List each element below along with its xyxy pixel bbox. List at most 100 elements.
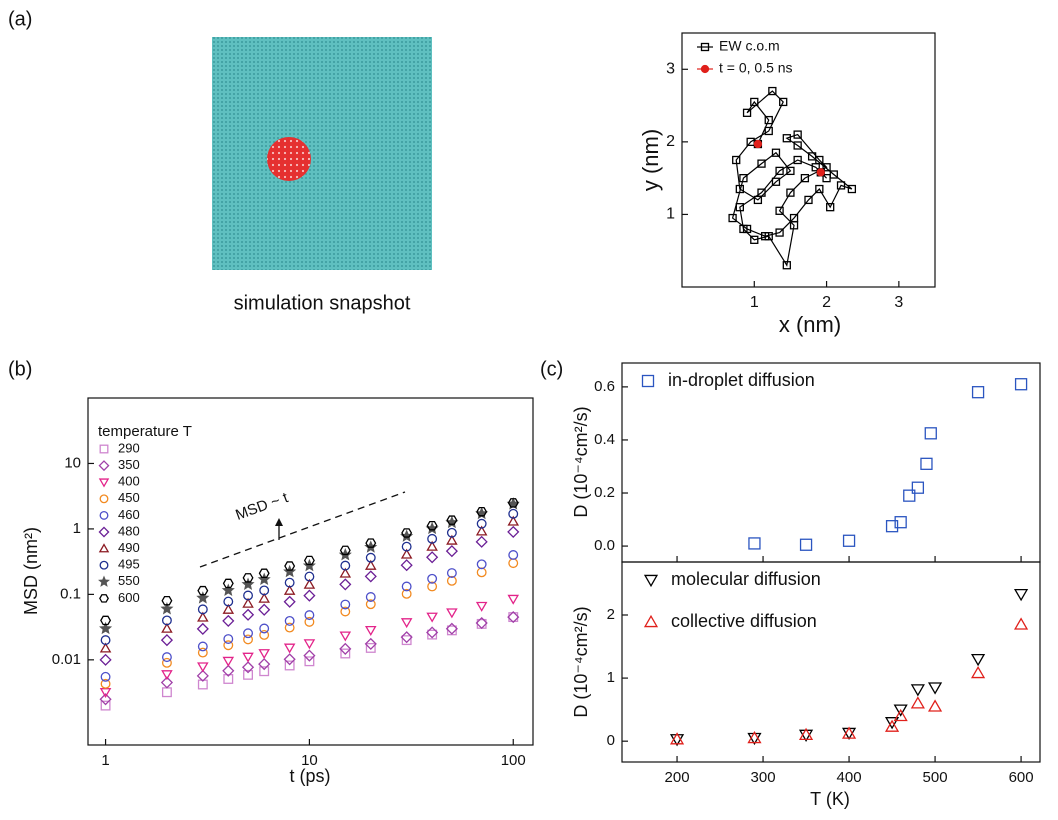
x-axis-label: T (K) <box>810 789 850 809</box>
data-point <box>970 665 986 679</box>
data-point <box>222 664 235 677</box>
data-point <box>242 652 254 663</box>
x-tick-label: 2 <box>822 294 831 311</box>
data-point <box>223 674 234 684</box>
data-point <box>243 669 253 680</box>
data-point <box>221 583 235 596</box>
guide-line <box>199 491 406 568</box>
data-point <box>815 184 824 194</box>
snapshot <box>212 37 432 270</box>
data-point <box>283 643 296 654</box>
panel-label: (b) <box>8 358 32 380</box>
data-point <box>303 649 316 662</box>
legend-marker <box>98 460 110 472</box>
data-point <box>241 661 255 674</box>
data-point <box>927 699 943 712</box>
y-tick-label: 0.0 <box>594 537 615 554</box>
data-point <box>284 561 296 571</box>
data-point <box>507 594 520 605</box>
data-point <box>364 637 377 651</box>
data-point <box>339 631 352 642</box>
data-point <box>910 684 925 697</box>
data-point <box>446 568 457 578</box>
data-point <box>475 616 488 630</box>
x-tick-label: 300 <box>751 769 776 786</box>
data-point <box>223 634 234 644</box>
data-point <box>815 155 824 165</box>
data-point <box>903 489 916 502</box>
data-point <box>400 548 413 559</box>
data-point <box>100 615 112 626</box>
data-point <box>771 177 781 186</box>
x-tick-label: 1 <box>750 294 759 311</box>
y-axis-label: D (10⁻⁴cm²/s) <box>571 406 591 517</box>
legend-marker <box>99 560 109 570</box>
legend-marker <box>98 543 110 553</box>
data-point <box>161 622 173 633</box>
data-point <box>196 622 209 635</box>
data-point <box>971 386 985 399</box>
data-point <box>401 635 412 646</box>
data-point <box>775 206 784 215</box>
data-point <box>284 660 295 671</box>
data-point <box>476 506 488 517</box>
legend-label: t = 0, 0.5 ns <box>719 60 793 76</box>
data-point <box>99 653 112 666</box>
data-point <box>99 621 113 635</box>
data-point <box>241 577 255 590</box>
data-point <box>427 629 438 640</box>
data-point <box>259 585 270 596</box>
data-point <box>775 228 784 237</box>
data-point <box>197 641 208 652</box>
data-point <box>339 578 352 591</box>
legend-label: 495 <box>118 557 140 572</box>
data-point <box>258 649 270 660</box>
data-point <box>842 534 856 547</box>
x-tick-label: 1 <box>101 752 109 769</box>
legend-title: temperature T <box>98 423 192 440</box>
x-axis-label: t (ps) <box>289 766 330 786</box>
data-point <box>365 538 377 548</box>
data-point <box>258 568 270 579</box>
data-point <box>304 610 315 621</box>
data-point <box>764 115 773 125</box>
data-point <box>446 527 457 538</box>
data-point <box>339 642 352 655</box>
y-tick-label: 3 <box>666 61 675 78</box>
data-point <box>1013 588 1029 602</box>
data-point <box>747 730 762 744</box>
data-point <box>302 558 316 572</box>
data-point <box>753 195 763 205</box>
data-point <box>303 589 316 602</box>
data-point <box>445 622 458 635</box>
data-point <box>894 516 907 529</box>
legend-label: 400 <box>118 474 140 489</box>
x-tick-label: 3 <box>894 294 903 311</box>
plot-frame <box>681 32 936 288</box>
data-point <box>446 515 458 525</box>
data-point <box>1013 617 1029 630</box>
data-point <box>197 585 209 596</box>
data-point <box>822 173 831 183</box>
data-point <box>100 678 111 689</box>
data-point <box>223 596 234 607</box>
data-point <box>197 647 208 658</box>
legend-marker <box>98 526 110 538</box>
droplet <box>267 137 311 181</box>
data-point <box>100 635 111 646</box>
y-tick-label: 1 <box>666 206 675 223</box>
data-point <box>764 126 773 136</box>
data-point <box>829 170 838 179</box>
data-point <box>400 618 413 629</box>
data-point <box>884 717 900 730</box>
y-tick-label: 0.6 <box>594 378 615 395</box>
data-point <box>243 628 253 639</box>
data-point <box>793 141 802 150</box>
data-point <box>161 670 173 681</box>
legend-label: 350 <box>118 457 140 472</box>
legend-label: molecular diffusion <box>671 569 821 589</box>
panel-label: (c) <box>540 358 563 380</box>
data-point <box>793 155 802 165</box>
legend-label: 480 <box>118 523 140 538</box>
